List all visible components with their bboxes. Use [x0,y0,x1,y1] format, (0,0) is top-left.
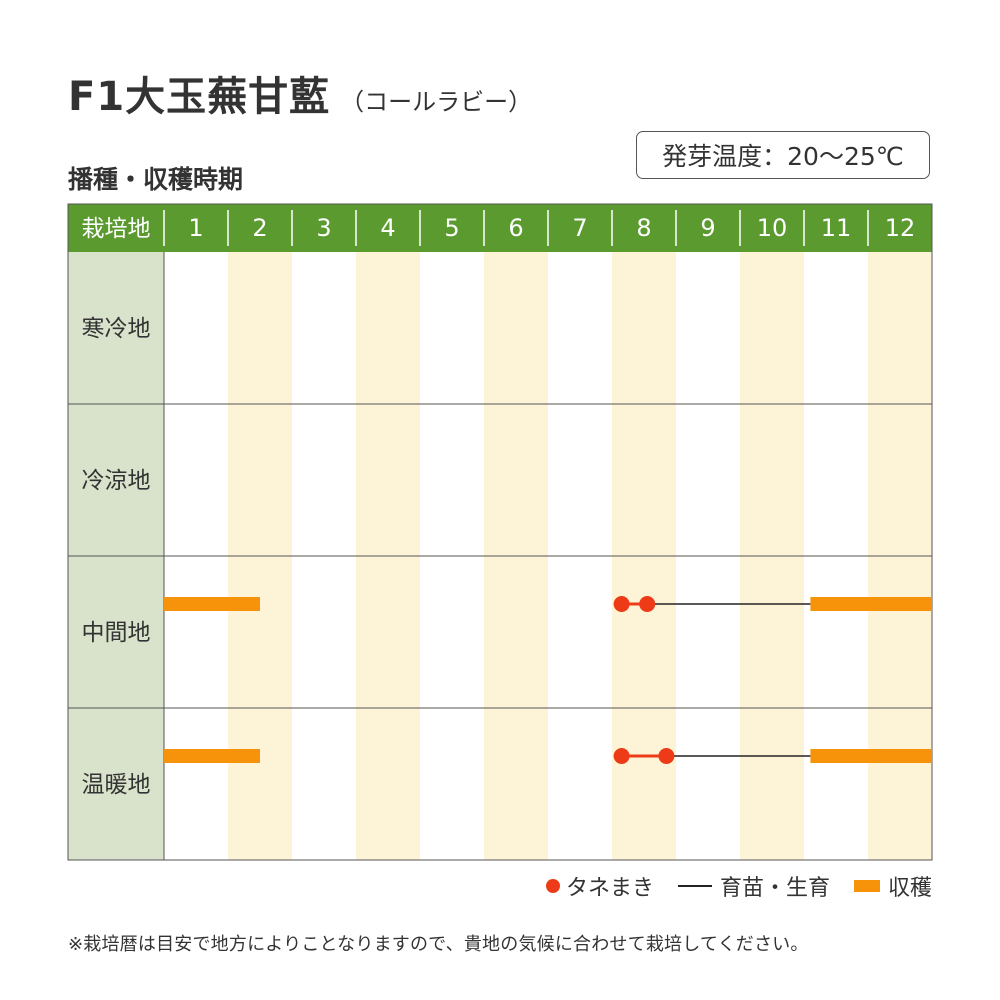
month-label: 9 [700,214,715,242]
region-label: 中間地 [82,620,151,646]
germination-temperature-text: 発芽温度：20～25℃ [662,142,904,171]
legend-item-sowing: タネまき [545,870,654,902]
nursery-line-icon [677,885,712,887]
month-label: 12 [885,214,916,242]
month-label: 10 [757,214,788,242]
month-label: 8 [636,214,651,242]
harvest-bar [810,749,932,763]
header-row-bg [68,204,932,252]
sowing-start-dot [613,596,630,612]
chart-title-block: F1大玉蕪甘藍 （コールラビー） [68,64,532,122]
footnote: ※栽培暦は目安で地方によりことなりますので、貴地の気候に合わせて栽培してください… [68,934,809,955]
legend-label-harvest: 収穫 [887,876,932,901]
legend-item-nursery: 育苗・生育 [677,870,830,902]
sowing-end-dot [658,748,675,764]
harvest-bar [164,597,260,611]
legend-item-harvest: 収穫 [853,870,932,902]
legend-label-nursery: 育苗・生育 [719,876,830,901]
sowing-end-dot [639,596,656,612]
month-label: 1 [188,214,203,242]
region-label: 冷涼地 [82,468,151,494]
month-label: 2 [252,214,267,242]
germination-temperature-box: 発芽温度：20～25℃ [636,131,930,179]
month-label: 6 [508,214,523,242]
chart-title: F1大玉蕪甘藍 [68,74,331,120]
month-label: 5 [444,214,459,242]
chart-title-sub: （コールラビー） [340,88,533,116]
month-label: 3 [316,214,331,242]
harvest-bar [810,597,932,611]
chart-border [67,203,933,861]
chart-subtitle: 播種・収穫時期 [68,165,244,194]
header-label: 栽培地 [82,216,151,242]
legend-label-sowing: タネまき [565,876,654,901]
month-label: 7 [572,214,587,242]
sowing-start-dot [613,748,630,764]
region-label: 温暖地 [82,772,151,798]
chart-legend: タネまき 育苗・生育 収穫 [507,870,932,902]
month-label: 4 [380,214,395,242]
harvest-bar-icon [853,880,880,892]
harvest-bar [164,749,260,763]
sowing-dot-icon [545,879,560,893]
region-label: 寒冷地 [82,316,151,342]
month-label: 11 [821,214,852,242]
